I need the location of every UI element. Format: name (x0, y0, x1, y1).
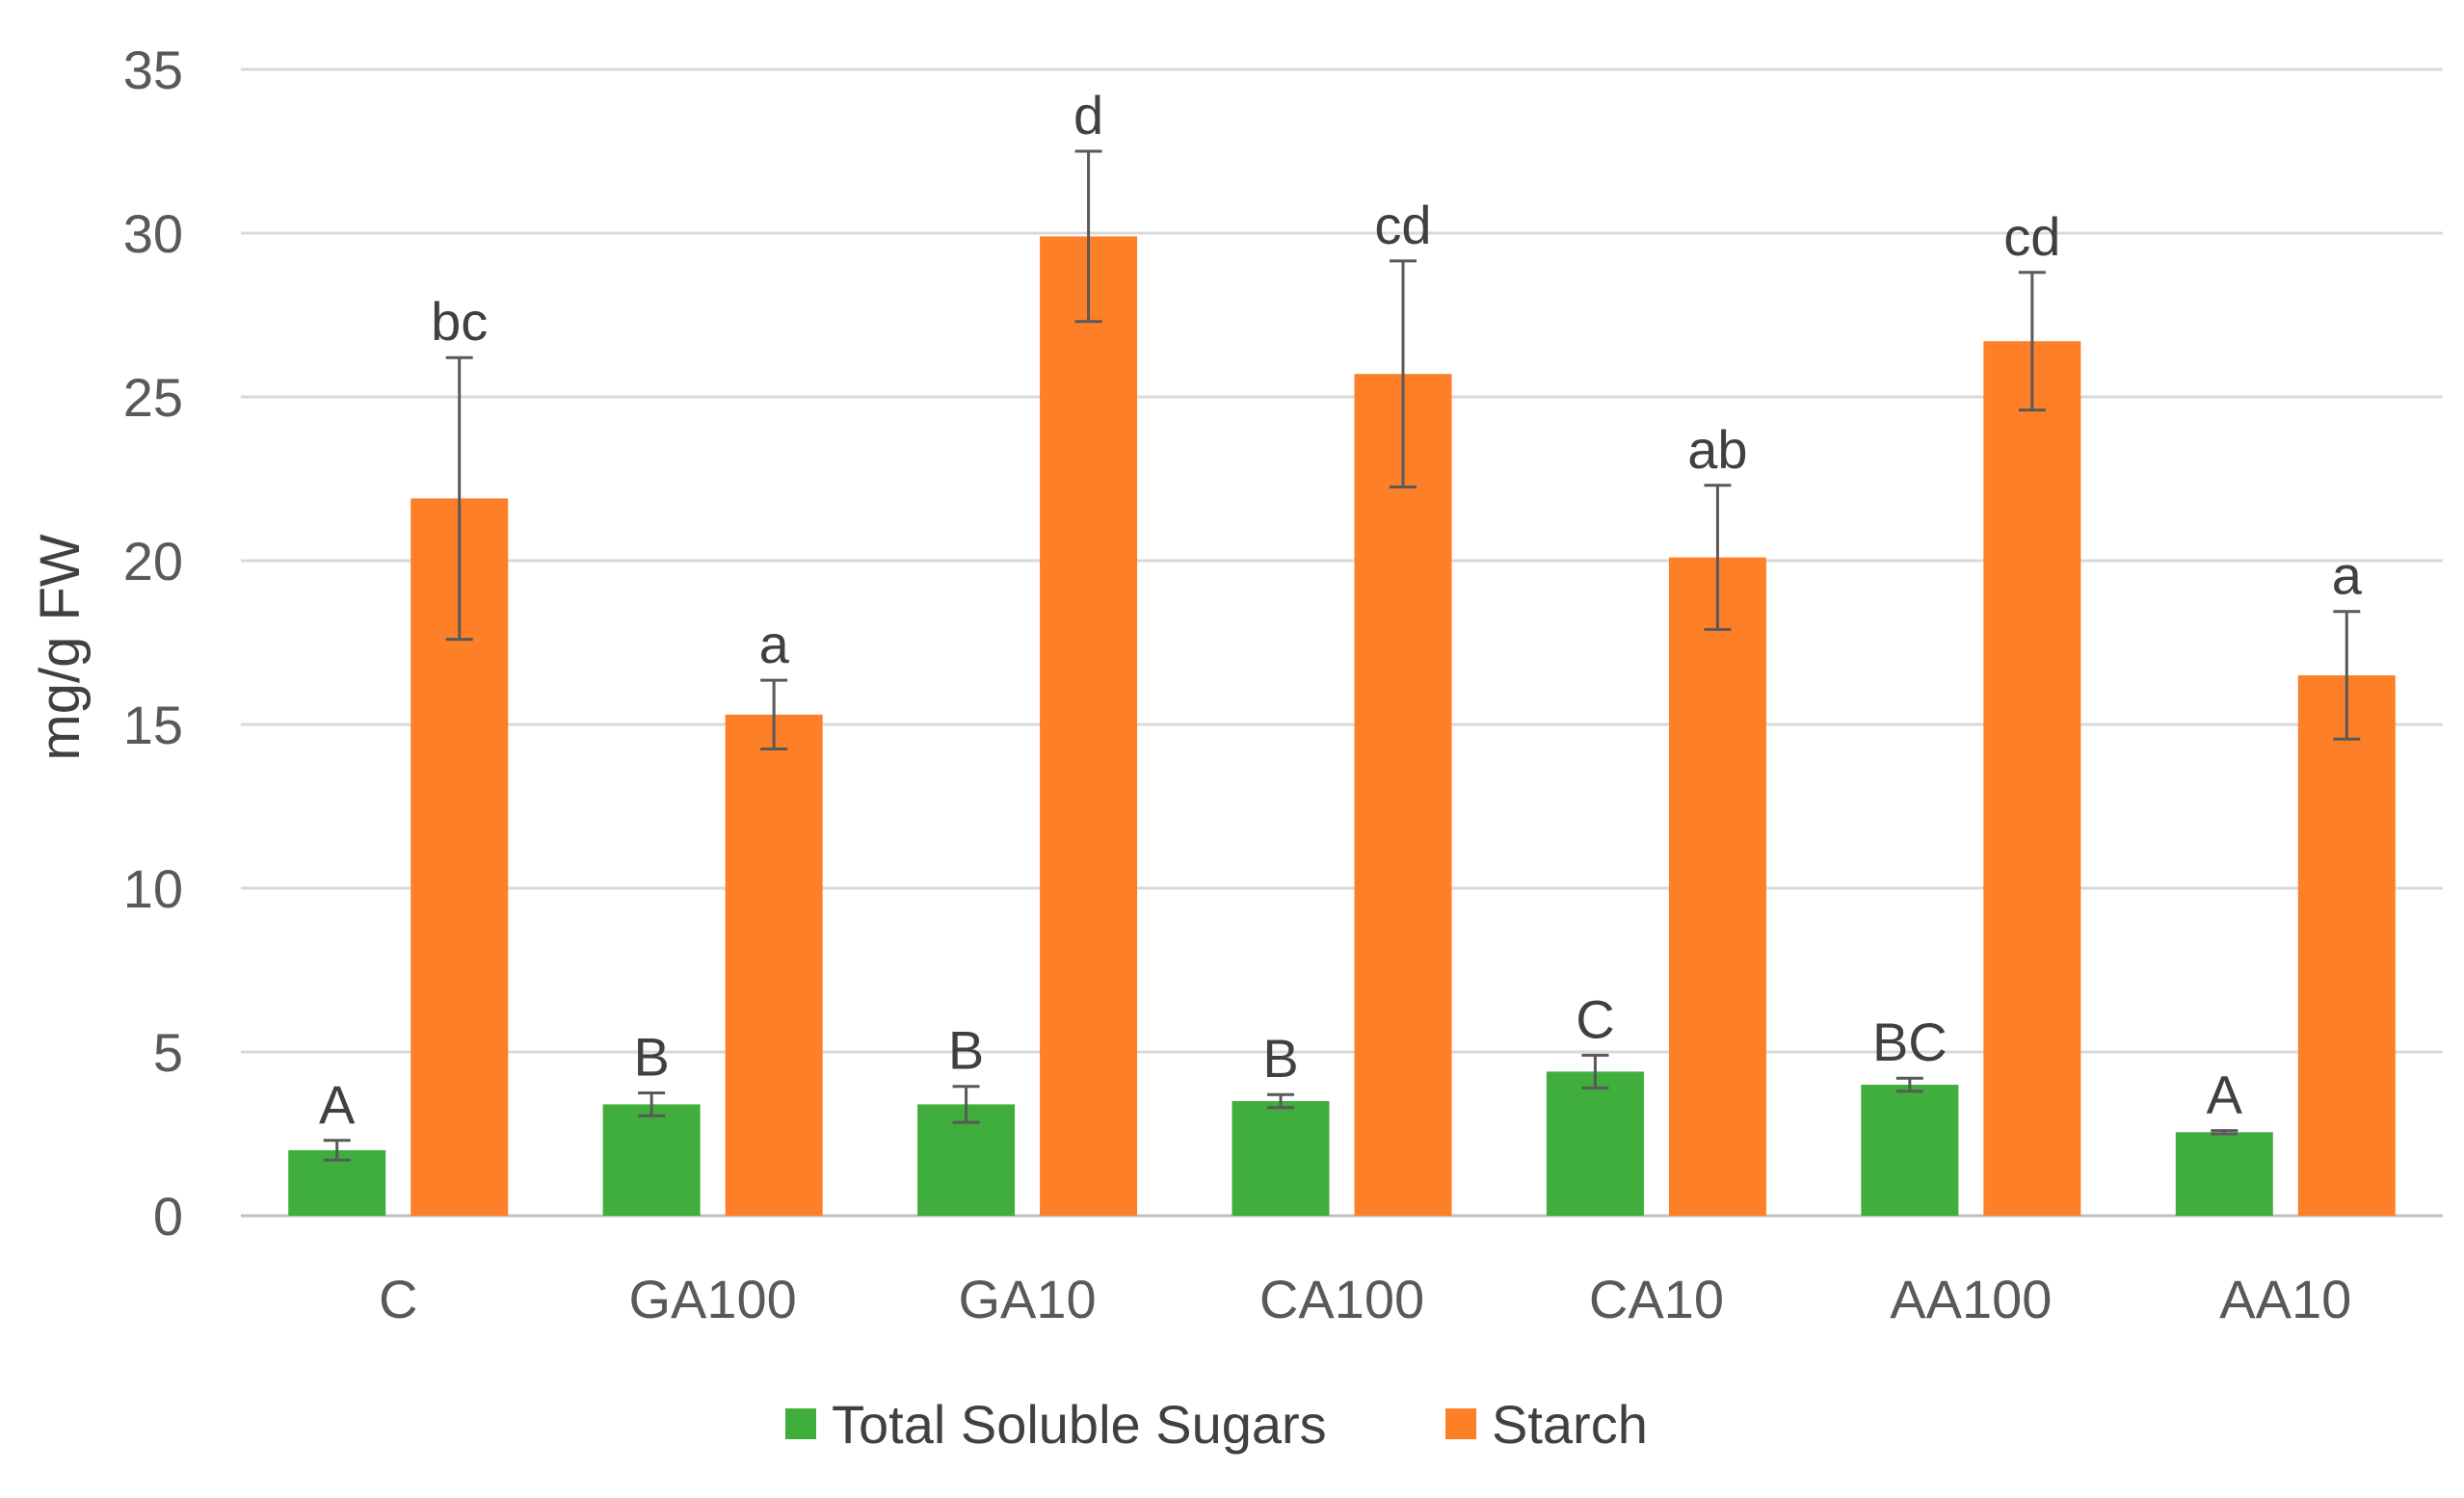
y-tick-label: 10 (123, 858, 183, 919)
bar-sugars-aa10 (2175, 1132, 2273, 1216)
significance-letter: B (1262, 1028, 1298, 1089)
legend: Total Soluble Sugars Starch (785, 1394, 1648, 1455)
x-tick-label: AA10 (2219, 1269, 2351, 1329)
significance-letter: d (1073, 85, 1103, 145)
legend-swatch-starch (1445, 1408, 1476, 1439)
significance-letter: bc (431, 291, 488, 352)
x-tick-label: CA100 (1259, 1269, 1424, 1329)
y-tick-label: 30 (123, 203, 183, 264)
y-tick-label: 35 (123, 39, 183, 100)
significance-letter: A (2207, 1064, 2243, 1125)
y-axis-ticks: 0 5 10 15 20 25 30 35 (123, 39, 183, 1247)
y-tick-label: 20 (123, 531, 183, 591)
significance-letter: B (948, 1020, 984, 1081)
gridlines (241, 67, 2443, 1218)
x-tick-label: GA100 (628, 1269, 796, 1329)
y-tick-label: 15 (123, 695, 183, 755)
x-tick-label: CA10 (1589, 1269, 1724, 1329)
bar-sugars-aa100 (1861, 1085, 1959, 1216)
significance-letter: ab (1687, 419, 1747, 480)
legend-label-starch: Starch (1492, 1394, 1648, 1455)
significance-letter: C (1576, 988, 1614, 1049)
bar-sugars-ga100 (602, 1104, 701, 1216)
bar-starch-ca100 (1354, 374, 1452, 1216)
legend-label-sugars: Total Soluble Sugars (832, 1394, 1327, 1455)
bar-starch-ga10 (1040, 236, 1138, 1216)
x-tick-label: C (379, 1269, 417, 1329)
significance-letter: BC (1872, 1012, 1947, 1072)
x-axis-categories: C GA100 GA10 CA100 CA10 AA100 AA10 (379, 1269, 2351, 1329)
bars: Abc Ba Bd Bcd Cab BC cd Aa (288, 85, 2396, 1216)
y-tick-label: 25 (123, 367, 183, 428)
bar-starch-aa100 (1983, 341, 2081, 1216)
significance-letter: A (319, 1074, 356, 1135)
bar-starch-aa10 (2297, 675, 2396, 1216)
bar-sugars-ca100 (1232, 1101, 1330, 1216)
bar-sugars-ca10 (1546, 1071, 1644, 1216)
x-tick-label: GA10 (958, 1269, 1096, 1329)
legend-swatch-sugars (785, 1408, 816, 1439)
significance-letter: B (633, 1027, 669, 1088)
bar-starch-ca10 (1668, 557, 1766, 1216)
y-tick-label: 0 (153, 1186, 183, 1247)
x-tick-label: AA100 (1890, 1269, 2052, 1329)
significance-letter: cd (2003, 206, 2060, 267)
significance-letter: a (2332, 545, 2363, 606)
significance-letter: a (759, 614, 790, 674)
y-axis-label: mg/g FW (29, 534, 92, 760)
significance-letter: cd (1374, 195, 1431, 255)
y-tick-label: 5 (153, 1022, 183, 1083)
bar-starch-ga100 (725, 714, 823, 1216)
